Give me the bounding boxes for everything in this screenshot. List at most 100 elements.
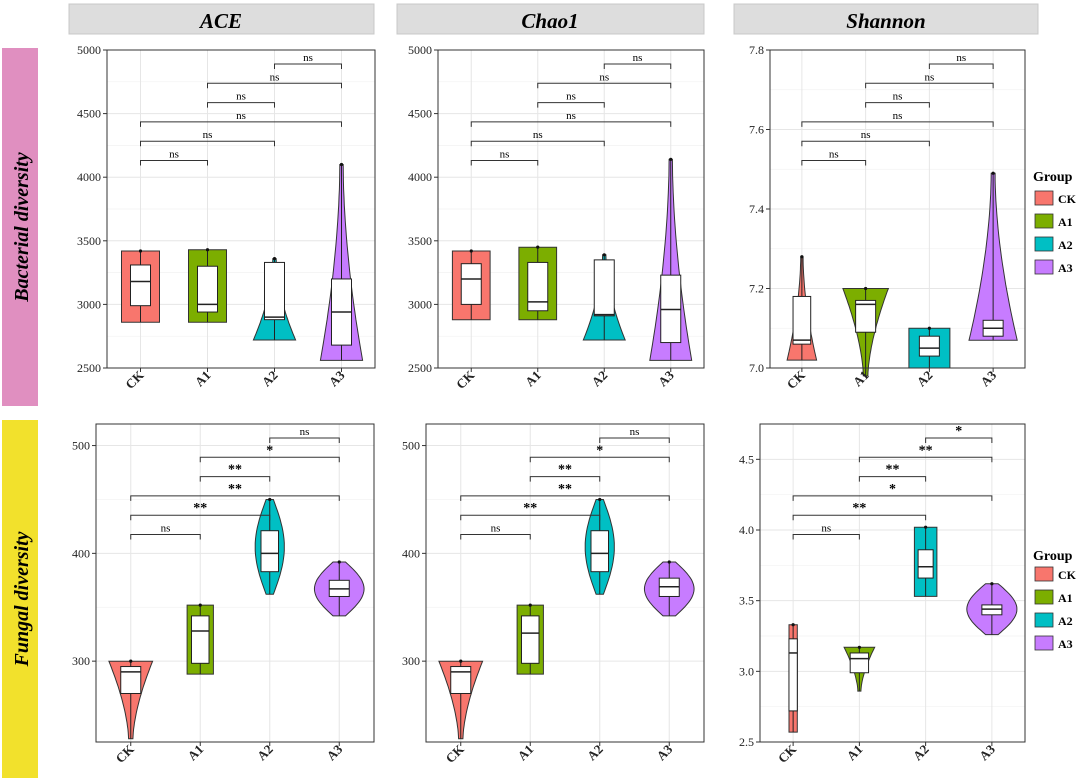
x-tick-label: CK: [122, 367, 147, 392]
y-tick-label: 7.4: [749, 202, 764, 216]
col-title-chao1: Chao1: [521, 9, 578, 33]
panel-bact-chao1: ns ns ns ns ns ns 2500 3000 3500 4000 4500 5000 CK A1…: [408, 43, 705, 392]
box-A2: [260, 530, 280, 573]
x-tick-label: CK: [112, 741, 137, 766]
col-title-bar-shannon: [733, 3, 1039, 35]
box-CK: [120, 666, 142, 694]
sig-label: ns: [821, 523, 831, 535]
sig-bracket: [140, 121, 342, 127]
outlier-point: [857, 645, 861, 649]
legend-label-CK: CK: [1058, 192, 1077, 206]
y-tick-label: 3500: [77, 234, 101, 248]
y-tick-label: 2.5: [739, 735, 754, 749]
sig-bracket: [792, 514, 927, 521]
y-tick-label: 4.5: [739, 452, 754, 466]
row-label-fungal: Fungal diversity: [11, 531, 33, 667]
row-band-fungal: [2, 420, 38, 778]
sig-label: **: [919, 443, 933, 458]
row-label-bacterial: Bacterial diversity: [11, 152, 33, 303]
y-tick-label: 3.5: [739, 594, 754, 608]
legend-label-A3: A3: [1058, 261, 1073, 275]
sig-label: ns: [893, 91, 903, 103]
sig-label: ns: [169, 149, 179, 161]
box-CK: [460, 263, 482, 305]
sig-bracket: [865, 82, 994, 89]
legend-title: Group: [1033, 549, 1073, 564]
outlier-point: [598, 497, 602, 502]
outlier-point: [990, 582, 994, 586]
box-A1: [527, 261, 549, 312]
y-tick-label: 3.0: [739, 664, 754, 678]
sig-bracket: [599, 437, 670, 443]
x-tick-label: A2: [254, 742, 276, 764]
col-title-shannon: Shannon: [846, 9, 925, 33]
sig-label: **: [852, 501, 866, 516]
x-tick-label: A1: [844, 742, 866, 764]
outlier-point: [536, 245, 540, 249]
y-tick-label: 5000: [77, 43, 101, 57]
x-tick-label: CK: [442, 741, 467, 766]
x-tick-label: CK: [775, 741, 800, 766]
sig-bracket: [470, 140, 605, 147]
y-tick-label: 2500: [408, 361, 432, 375]
sig-label: **: [193, 501, 207, 516]
x-tick-label: CK: [784, 367, 809, 392]
sig-bracket: [460, 514, 601, 521]
sig-label: ns: [270, 71, 280, 83]
sig-bracket: [130, 534, 201, 540]
legend-label-A1: A1: [1058, 591, 1073, 605]
outlier-point: [138, 249, 143, 253]
outlier-point: [528, 603, 532, 607]
x-tick-label: A2: [910, 742, 932, 764]
box-A2: [917, 549, 934, 579]
outlier-point: [339, 162, 344, 167]
legend-swatch-A2: [1034, 612, 1054, 628]
sig-label: ns: [161, 523, 171, 535]
legend-bacterial: Group CK A1 A2 A3: [1033, 170, 1077, 275]
outlier-point: [927, 326, 931, 330]
sig-bracket: [199, 476, 271, 482]
legend-title: Group: [1033, 170, 1073, 185]
sig-bracket: [529, 456, 670, 463]
sig-bracket: [470, 121, 672, 127]
sig-bracket: [792, 534, 860, 540]
outlier-point: [459, 659, 463, 663]
legend-swatch-A1: [1034, 213, 1054, 229]
sig-bracket: [460, 534, 531, 540]
panel-fung-shannon: ns********2.53.03.54.04.5CK A1 A2 A3: [739, 423, 1026, 766]
sig-label: ns: [203, 129, 213, 141]
y-tick-label: 7.6: [749, 123, 764, 137]
legend-swatch-A2: [1034, 236, 1054, 252]
y-tick-label: 400: [402, 546, 420, 560]
x-tick-label: A2: [259, 368, 281, 390]
y-tick-label: 5000: [408, 43, 432, 57]
sig-bracket: [470, 160, 539, 166]
sig-bracket: [801, 160, 867, 166]
sig-label: ns: [566, 110, 576, 122]
y-tick-label: 4000: [77, 170, 101, 184]
box-CK: [450, 666, 472, 694]
sig-bracket: [199, 456, 340, 463]
legend-label-A1: A1: [1058, 215, 1073, 229]
sig-label: **: [228, 482, 242, 497]
sig-bracket: [207, 102, 275, 108]
outlier-point: [669, 157, 673, 161]
x-tick-label: A2: [914, 368, 936, 390]
outlier-point: [924, 525, 928, 529]
y-tick-label: 3000: [77, 297, 101, 311]
legend-swatch-A3: [1034, 635, 1054, 651]
sig-label: ns: [236, 91, 246, 103]
panel-border: [437, 49, 705, 369]
sig-label: *: [889, 482, 896, 497]
y-tick-label: 7.0: [749, 361, 764, 375]
legend-label-A2: A2: [1058, 614, 1073, 628]
y-tick-label: 400: [72, 546, 90, 560]
sig-bracket: [460, 495, 670, 501]
x-tick-label: A1: [515, 742, 537, 764]
sig-label: *: [596, 443, 603, 458]
box-A2: [593, 259, 615, 317]
sig-label: ns: [236, 110, 246, 122]
sig-bracket: [928, 63, 994, 69]
sig-bracket: [207, 82, 342, 89]
